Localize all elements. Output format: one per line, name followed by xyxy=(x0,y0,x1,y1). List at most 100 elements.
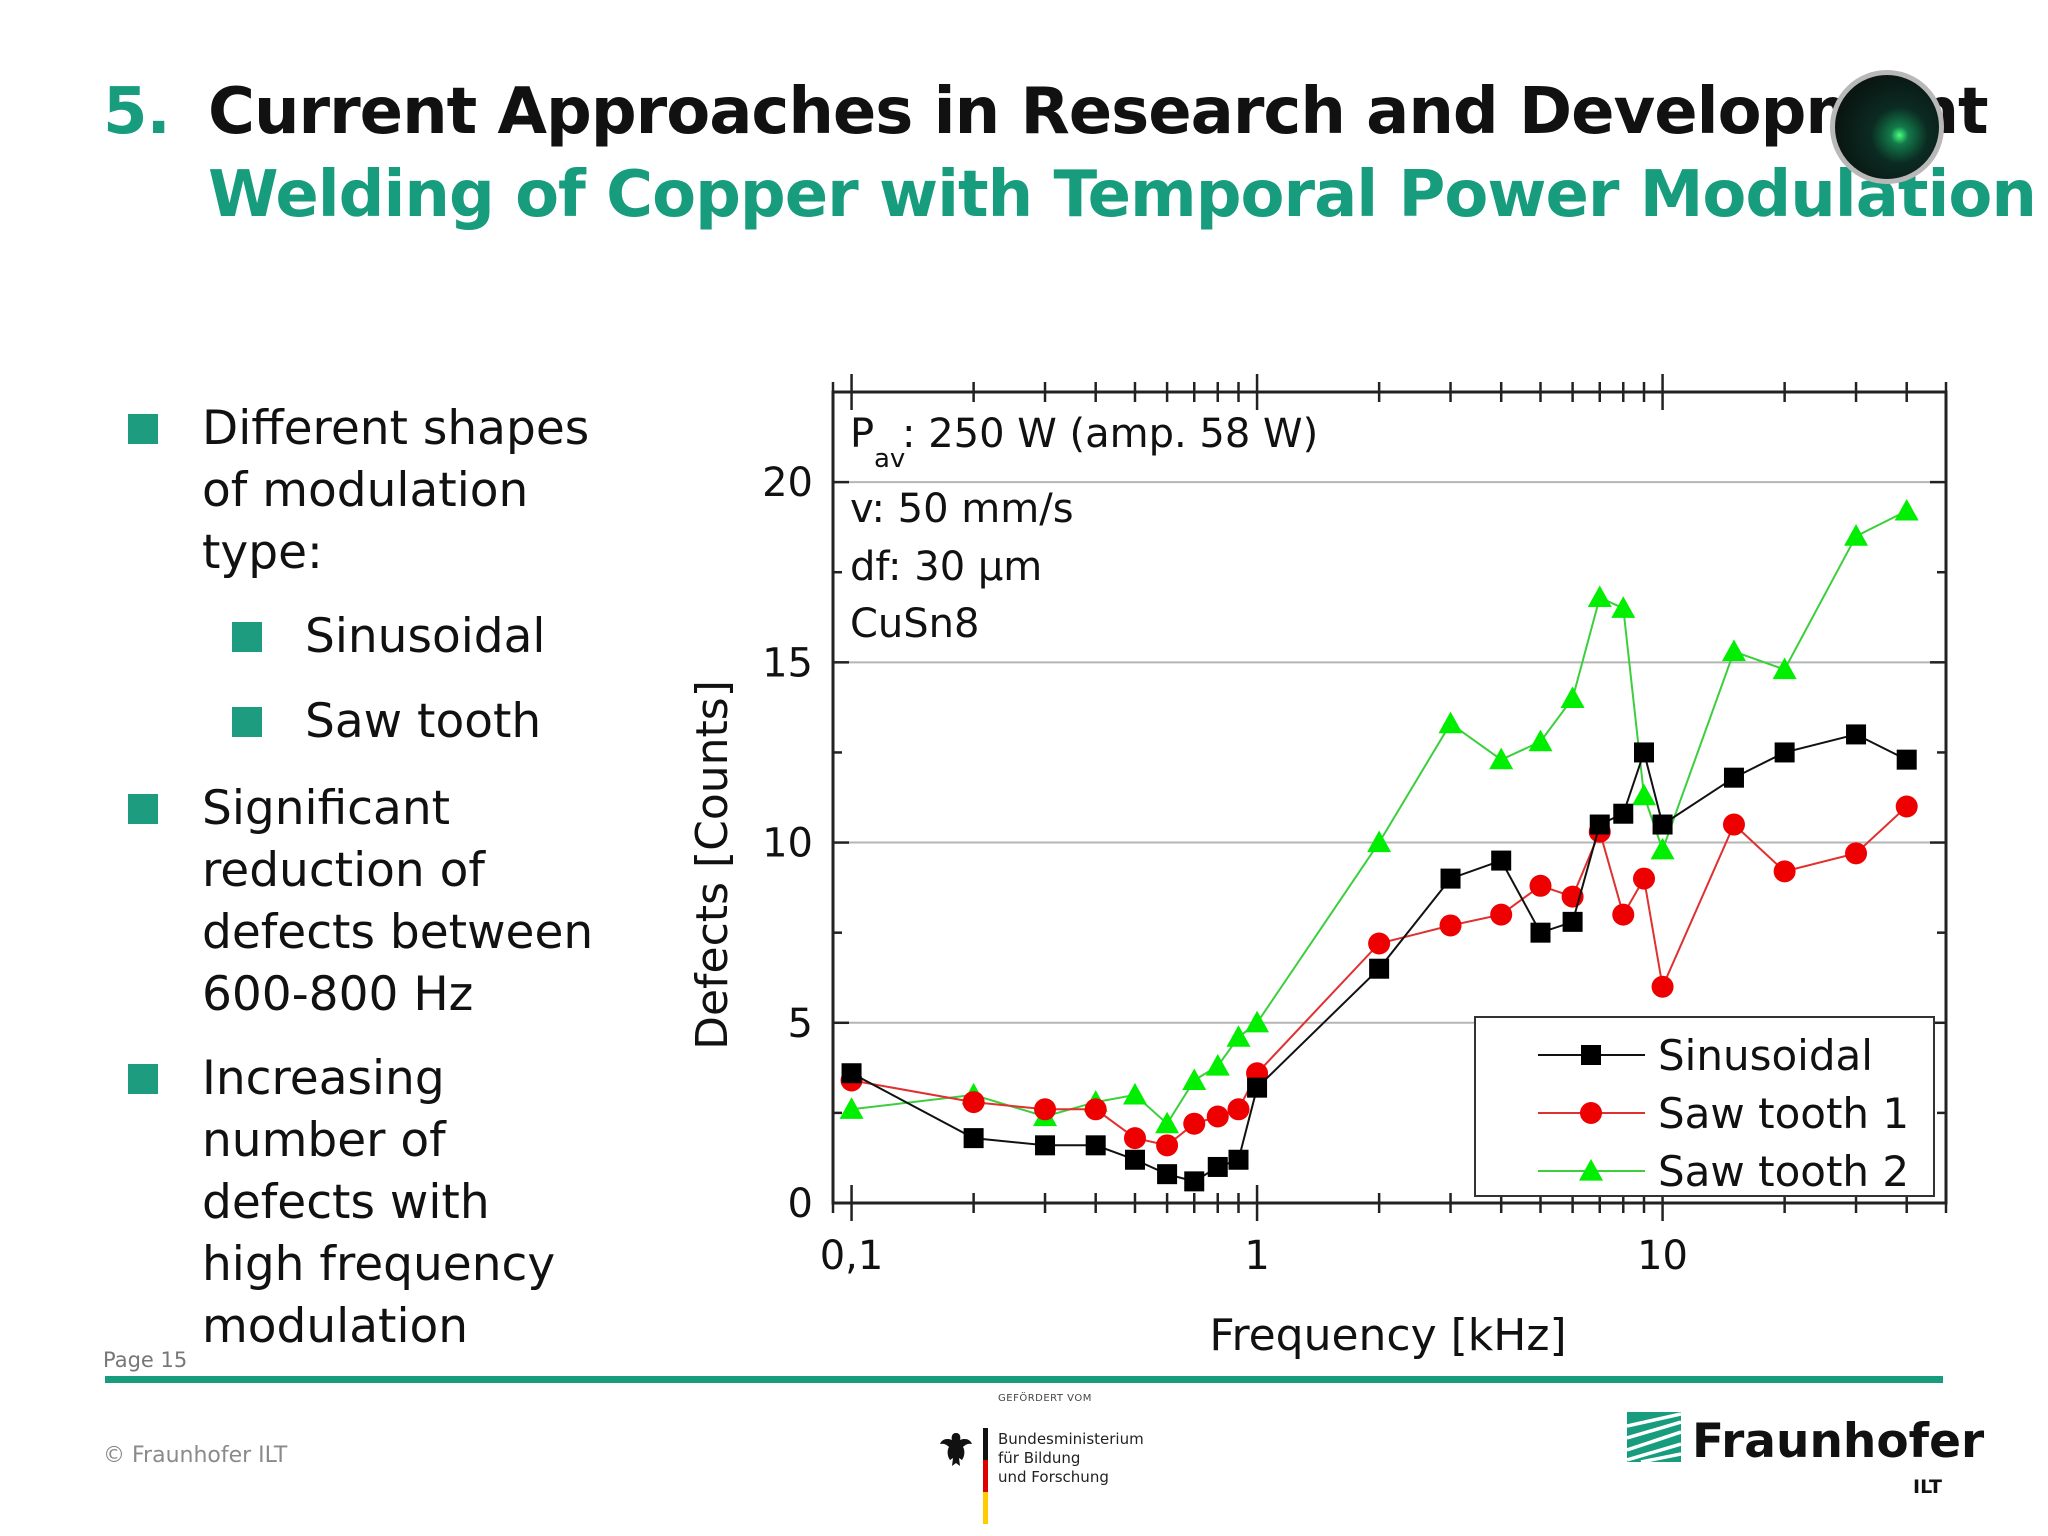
data-point xyxy=(1774,742,1795,763)
data-point xyxy=(1369,958,1390,979)
data-point xyxy=(1035,1135,1056,1156)
data-point xyxy=(1122,1082,1147,1105)
data-point xyxy=(1896,749,1917,770)
data-point xyxy=(1438,711,1463,734)
sub-bullet-saw-tooth: Saw tooth xyxy=(305,694,542,749)
data-point xyxy=(1247,1077,1268,1098)
chart-axes xyxy=(831,390,1948,1205)
sub-bullet-square-icon xyxy=(232,622,262,652)
data-point xyxy=(1723,767,1744,788)
data-point xyxy=(1034,1098,1057,1121)
data-point xyxy=(1226,1025,1251,1047)
copyright-text: © Fraunhofer ILT xyxy=(103,1443,288,1468)
bmbf-line: Bundesministerium xyxy=(998,1430,1144,1448)
series-sinusoidal xyxy=(841,724,1917,1192)
bmbf-line: für Bildung xyxy=(998,1449,1081,1467)
data-point xyxy=(1184,1171,1205,1192)
data-point xyxy=(1844,524,1869,546)
data-point xyxy=(1084,1098,1107,1121)
bullet-3-line: high frequency xyxy=(202,1237,556,1292)
data-point xyxy=(1183,1112,1206,1135)
y-tick-label: 5 xyxy=(788,1001,813,1047)
federal-eagle-icon xyxy=(940,1433,972,1466)
sub-bullet-square-icon xyxy=(232,707,262,737)
y-tick-label: 15 xyxy=(762,640,813,686)
german-flag-bar xyxy=(983,1428,988,1524)
legend-box xyxy=(1474,1016,1935,1197)
bullet-3-line: number of xyxy=(202,1113,446,1168)
data-point xyxy=(1633,867,1656,890)
data-point xyxy=(1227,1098,1250,1121)
data-point xyxy=(1490,903,1513,926)
bullet-square-icon xyxy=(128,414,158,444)
data-point xyxy=(1560,686,1585,708)
data-point xyxy=(1632,783,1657,806)
y-tick-label: 10 xyxy=(762,821,813,867)
data-point xyxy=(1589,814,1610,835)
data-point xyxy=(1368,932,1391,955)
chart-ticks: 0 5 10 15 20 0,1 1 10 xyxy=(762,374,1948,1279)
footer-divider xyxy=(105,1376,1943,1383)
data-point xyxy=(962,1091,985,1114)
page-number: Page 15 xyxy=(103,1348,188,1372)
data-point xyxy=(1611,596,1636,618)
data-point xyxy=(1123,1127,1146,1150)
data-point xyxy=(1228,1149,1249,1170)
bullet-3-line: Increasing xyxy=(202,1051,445,1106)
data-point xyxy=(1528,729,1553,752)
data-point xyxy=(1157,1164,1178,1185)
data-point xyxy=(1634,742,1655,763)
data-point xyxy=(1367,830,1392,853)
bullet-3: Increasing number of defects with high f… xyxy=(202,1048,555,1358)
y-axis-title: Defects [Counts] xyxy=(687,680,738,1050)
legend-marker xyxy=(1580,1102,1602,1124)
legend-marker xyxy=(1579,1159,1603,1181)
legend-marker xyxy=(1581,1045,1601,1065)
data-point xyxy=(963,1128,984,1149)
bullet-3-line: modulation xyxy=(202,1299,469,1354)
bullet-2-line: 600-800 Hz xyxy=(202,967,474,1022)
data-point xyxy=(1650,837,1675,860)
data-point xyxy=(1651,975,1674,998)
data-point xyxy=(1773,860,1796,883)
bullet-1-line: of modulation xyxy=(202,463,529,518)
legend-label: Saw tooth 2 xyxy=(1658,1147,1909,1196)
legend-label: Sinusoidal xyxy=(1658,1031,1873,1080)
data-point xyxy=(1652,814,1673,835)
data-point xyxy=(1085,1135,1106,1156)
data-point xyxy=(1562,911,1583,932)
annotation-focus: df: 30 µm xyxy=(850,544,1042,590)
data-point xyxy=(1722,813,1745,836)
data-point xyxy=(1182,1068,1207,1091)
bullet-2-line: defects between xyxy=(202,905,594,960)
process-parameters: P av : 250 W (amp. 58 W) v: 50 mm/s df: … xyxy=(850,411,1318,647)
data-point xyxy=(1124,1149,1145,1170)
data-point xyxy=(1845,842,1868,865)
data-point xyxy=(1205,1054,1230,1076)
data-point xyxy=(1156,1134,1179,1157)
legend-label: Saw tooth 1 xyxy=(1658,1089,1909,1138)
bmbf-logo-text: Bundesministerium für Bildung und Forsch… xyxy=(998,1430,1144,1487)
plot-frame xyxy=(831,390,1948,1205)
data-point xyxy=(1772,657,1797,680)
bmbf-line: und Forschung xyxy=(998,1468,1109,1486)
page-subtitle: Welding of Copper with Temporal Power Mo… xyxy=(208,158,2037,232)
data-point xyxy=(841,1063,862,1084)
annotation-pav-sub: av xyxy=(874,444,905,474)
funding-note: GEFÖRDERT VOM xyxy=(998,1393,1092,1404)
data-point xyxy=(1245,1010,1270,1033)
y-tick-label: 0 xyxy=(788,1181,813,1227)
section-number: 5. xyxy=(103,75,171,149)
bullet-square-icon xyxy=(128,1064,158,1094)
y-tick-label: 20 xyxy=(762,460,813,506)
annotation-pav-main: P xyxy=(850,411,874,457)
data-point xyxy=(1529,874,1552,897)
data-point xyxy=(1721,639,1746,662)
data-point xyxy=(1894,498,1919,521)
fraunhofer-wordmark: Fraunhofer xyxy=(1692,1414,1985,1469)
chart-legend: Sinusoidal Saw tooth 1 Saw tooth 2 xyxy=(1474,1016,1935,1197)
bullet-1: Different shapes of modulation type: xyxy=(202,398,589,584)
data-point xyxy=(1206,1105,1229,1128)
